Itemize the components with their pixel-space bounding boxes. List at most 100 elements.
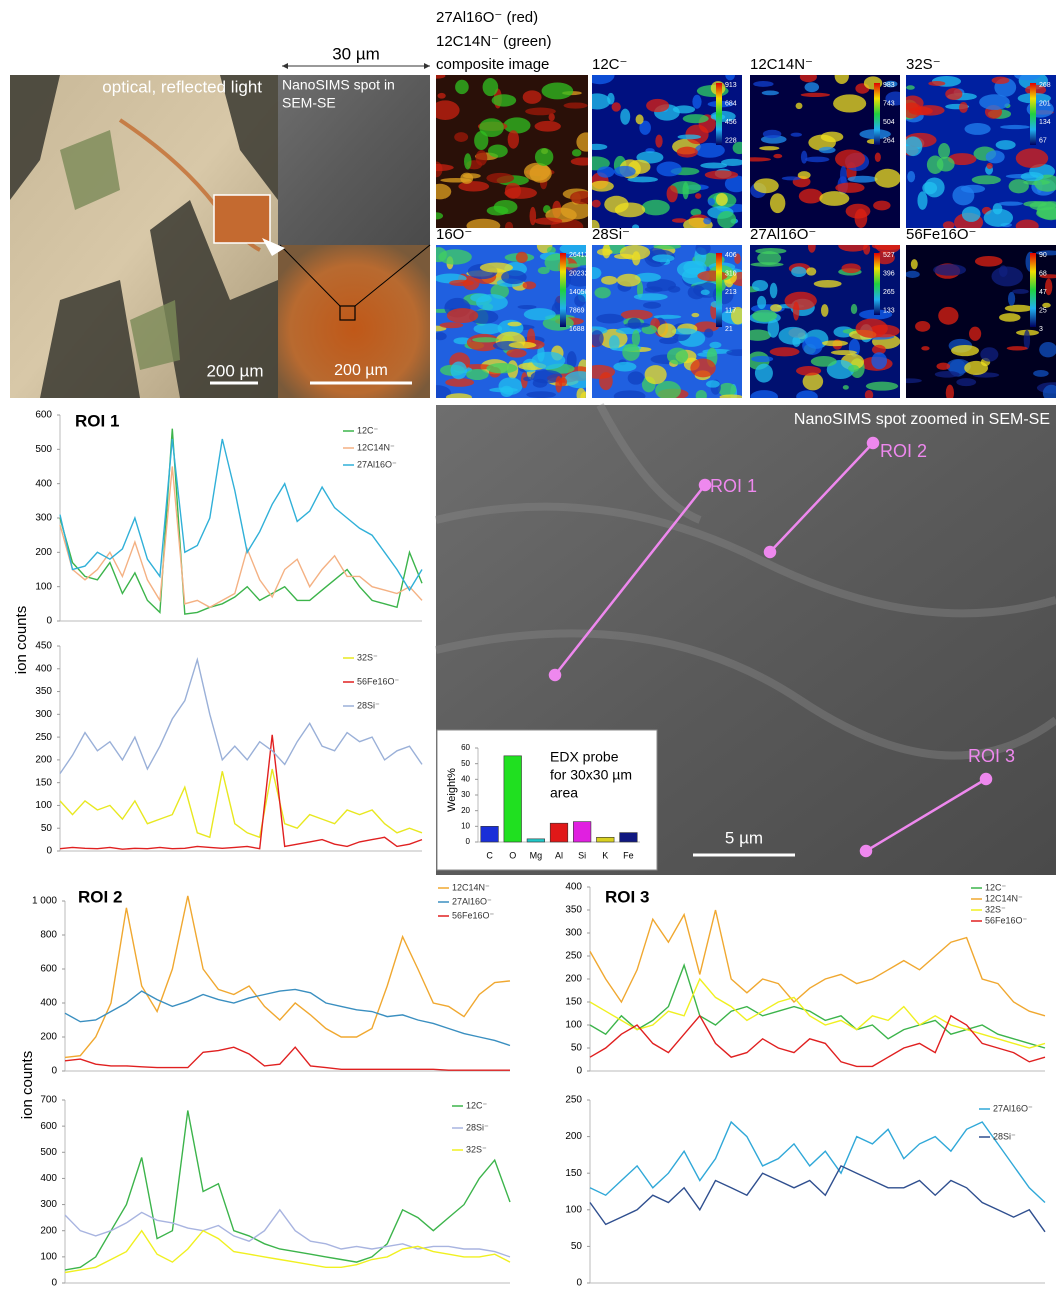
map-blob	[905, 271, 920, 278]
annotation: area	[550, 785, 578, 801]
map-blob	[924, 177, 944, 197]
optical-label: optical, reflected light	[102, 77, 262, 96]
colorbar-tick: 743	[883, 100, 895, 107]
colorbar-tick: 20232	[569, 270, 589, 277]
map-blob	[677, 134, 701, 139]
map-blob	[992, 77, 1010, 84]
y-tick-label: 0	[51, 1278, 57, 1289]
map-blob	[672, 218, 687, 222]
colorbar-tick: 213	[725, 289, 737, 296]
map-blob	[951, 345, 979, 356]
map-blob	[999, 313, 1020, 322]
map-blob	[1016, 219, 1039, 232]
map-blob	[594, 287, 610, 298]
y-axis-label: Weight%	[446, 768, 458, 812]
colorbar-tick: 504	[883, 119, 895, 126]
legend-label: 28Si⁻	[993, 1131, 1016, 1141]
map-blob	[683, 114, 709, 123]
colorbar-tick: 913	[725, 82, 737, 89]
map-label: 12C14N⁻	[750, 56, 813, 73]
map-blob	[744, 330, 771, 341]
map-blob	[770, 193, 785, 213]
sem-label: NanoSIMS spot in	[282, 77, 395, 93]
map-blob	[574, 295, 585, 307]
map-blob	[508, 130, 519, 149]
map-blob	[938, 307, 958, 325]
colorbar-tick: 228	[725, 138, 737, 145]
map-blob	[438, 249, 471, 264]
map-blob	[428, 73, 446, 78]
map-blob	[695, 143, 725, 158]
map-label: 16O⁻	[436, 226, 472, 243]
y-tick-label: 500	[35, 444, 52, 455]
x-tick-label: Mg	[530, 850, 543, 860]
colorbar-tick: 68	[1039, 270, 1047, 277]
map-blob	[921, 346, 929, 350]
legend-label: 56Fe16O⁻	[452, 910, 495, 920]
map-blob	[959, 102, 968, 113]
map-blob	[438, 93, 446, 99]
colorbar-tick: 396	[883, 270, 895, 277]
y-tick-label: 200	[35, 547, 52, 558]
y-tick-label: 200	[40, 1225, 57, 1236]
roi-point	[868, 438, 878, 448]
legend-label: 32S⁻	[357, 652, 378, 662]
y-axis-label: ion counts	[13, 606, 30, 674]
map-blob	[1012, 289, 1029, 294]
map-blob	[773, 154, 782, 158]
y-tick-label: 450	[35, 641, 52, 652]
map-blob	[917, 191, 927, 210]
map-blob	[840, 166, 847, 185]
map-blob	[822, 340, 848, 346]
map-image	[739, 68, 906, 228]
data-line	[590, 1016, 1045, 1067]
map-image	[421, 73, 596, 235]
roi-label: ROI 2	[880, 441, 927, 461]
map-blob	[904, 137, 922, 157]
roi-point	[981, 774, 991, 784]
map-blob	[492, 94, 517, 106]
colorbar	[560, 253, 566, 327]
map-blob	[701, 290, 710, 296]
map-blob	[613, 362, 636, 372]
y-axis-label: ion counts	[19, 1051, 36, 1119]
map-blob	[1014, 70, 1041, 80]
y-tick-label: 350	[565, 905, 582, 916]
map-blob	[847, 176, 877, 183]
map-blob	[835, 149, 865, 168]
map-blob	[770, 304, 782, 312]
map-blob	[770, 283, 778, 299]
map-blob	[445, 378, 474, 387]
map-blob	[607, 93, 614, 105]
map-blob	[620, 109, 630, 125]
map-blob	[871, 352, 887, 369]
scale-label: 200 µm	[206, 361, 263, 380]
map-blob	[902, 102, 922, 118]
map-blob	[596, 314, 624, 324]
y-tick-label: 40	[461, 774, 470, 783]
map-blob	[814, 280, 842, 288]
legend-label: 32S⁻	[466, 1144, 487, 1154]
map-blob	[564, 102, 588, 108]
map-blob	[440, 322, 464, 328]
colorbar-tick: 264	[883, 138, 895, 145]
map-blob	[801, 151, 807, 164]
map-blob	[526, 391, 556, 398]
map-blob	[936, 363, 950, 370]
legend-label: 27Al16O⁻	[452, 896, 492, 906]
map-blob	[467, 334, 501, 351]
map-blob	[505, 222, 513, 233]
map-blob	[657, 162, 682, 177]
map-blob	[725, 70, 735, 80]
map-blob	[590, 181, 614, 192]
map-blob	[449, 280, 474, 286]
map-blob	[898, 378, 922, 383]
map-blob	[667, 348, 688, 365]
y-tick-label: 500	[40, 1147, 57, 1158]
map-blob	[691, 313, 699, 317]
map-blob	[696, 390, 707, 402]
map-blob	[998, 201, 1023, 205]
y-tick-label: 200	[40, 1032, 57, 1043]
map-blob	[525, 108, 556, 116]
map-blob	[429, 212, 443, 219]
